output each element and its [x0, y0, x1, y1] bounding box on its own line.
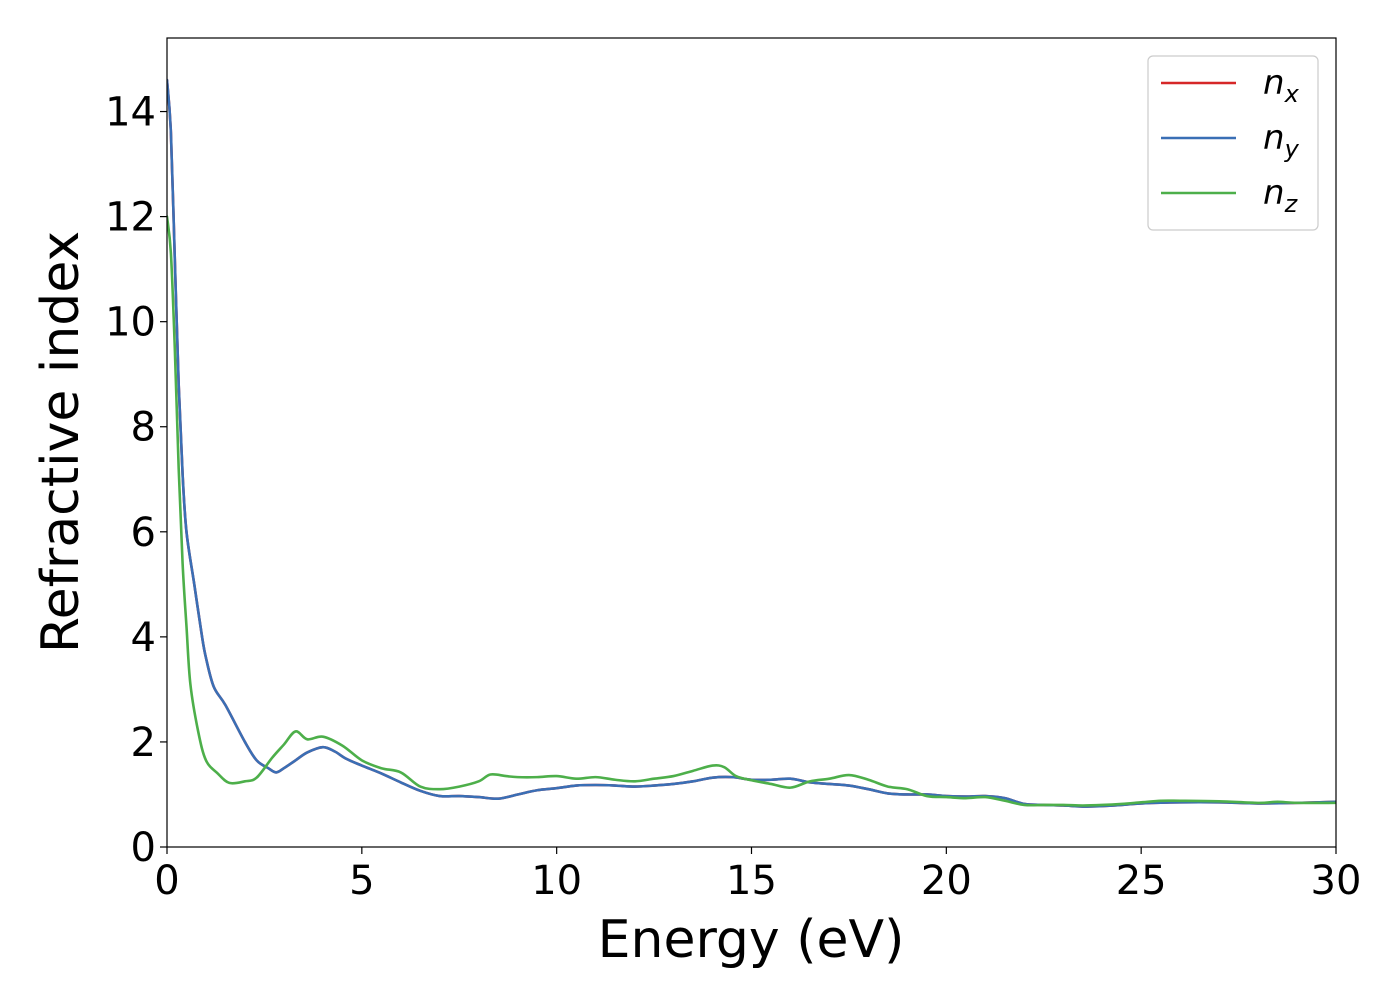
y-axis-title: Refractive index — [31, 231, 91, 653]
x-tick-label: 15 — [726, 858, 777, 904]
y-tick-label: 6 — [131, 510, 156, 556]
y-tick-label: 0 — [131, 825, 156, 871]
legend-label-symbol: n — [1263, 63, 1285, 103]
x-tick-label: 25 — [1116, 858, 1167, 904]
y-tick-label: 10 — [105, 300, 156, 346]
x-tick-label: 20 — [921, 858, 972, 904]
y-tick-label: 8 — [131, 405, 156, 451]
y-tick-label: 12 — [105, 195, 156, 241]
legend-label-subscript: x — [1284, 80, 1300, 108]
y-tick-label: 14 — [105, 90, 156, 136]
legend-label-subscript: z — [1284, 190, 1299, 218]
y-axis: 0 2 4 6 8 10 12 14 — [105, 90, 167, 871]
x-axis-title: Energy (eV) — [598, 910, 905, 970]
legend-label-subscript: y — [1284, 135, 1300, 163]
legend-label-symbol: n — [1263, 118, 1285, 158]
x-tick-label: 5 — [349, 858, 374, 904]
series-layer — [167, 78, 1336, 808]
legend-label-n-y: ny — [1263, 118, 1300, 163]
y-tick-label: 2 — [131, 720, 156, 766]
series-line-n-z — [167, 215, 1336, 807]
x-tick-label: 0 — [154, 858, 179, 904]
y-tick-label: 4 — [131, 615, 156, 661]
x-tick-label: 30 — [1311, 858, 1362, 904]
x-tick-label: 10 — [531, 858, 582, 904]
legend-label-symbol: n — [1263, 173, 1285, 213]
legend-label-n-z: nz — [1263, 173, 1299, 218]
legend-frame — [1147, 55, 1319, 231]
legend-label-n-x: nx — [1263, 63, 1300, 108]
x-axis: 0 5 10 15 20 25 30 — [154, 847, 1361, 904]
